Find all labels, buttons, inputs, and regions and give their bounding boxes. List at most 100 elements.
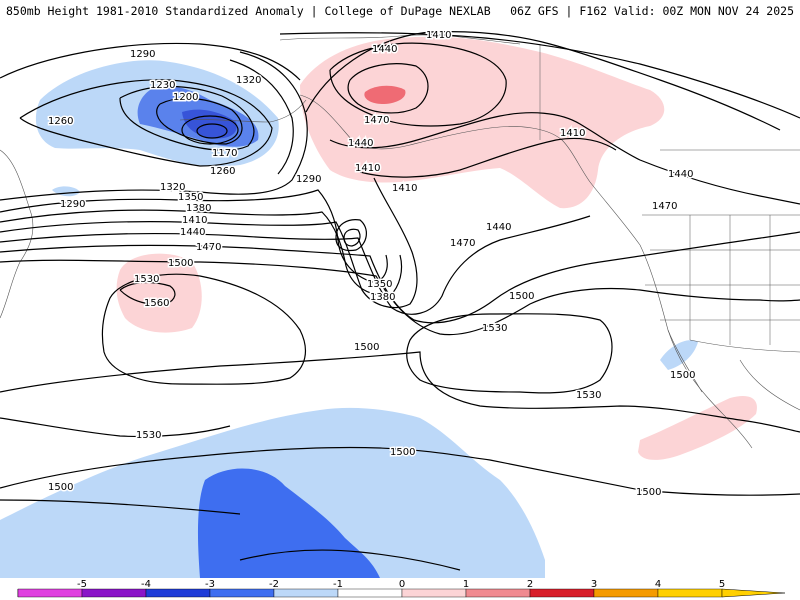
label-1260-west: 1260 xyxy=(48,116,73,127)
label-1440-mid: 1440 xyxy=(486,222,511,233)
label-1350-low: 1350 xyxy=(367,279,392,290)
label-1350-west: 1350 xyxy=(178,192,203,203)
label-1290-west: 1290 xyxy=(60,199,85,210)
asia-coastline xyxy=(0,149,34,319)
label-1500-center: 1500 xyxy=(354,342,379,353)
label-1290-east: 1290 xyxy=(296,174,321,185)
label-1380-west: 1380 xyxy=(186,203,211,214)
label-1320-south: 1320 xyxy=(160,182,185,193)
colorbar-ticks: -5 -4 -3 -2 -1 0 1 2 3 4 5 xyxy=(77,579,725,590)
colorbar-band xyxy=(465,588,531,598)
contour-1290-east xyxy=(229,59,294,175)
label-1170: 1170 xyxy=(212,148,237,159)
us-mexico-border xyxy=(689,339,800,353)
contour-1200 xyxy=(156,97,243,145)
contour-1290-nw xyxy=(0,42,301,81)
contour-labels: 1290 1230 1200 1260 1170 1260 1320 1290 … xyxy=(47,29,697,500)
mexico-coast xyxy=(739,359,800,411)
label-1320-north: 1320 xyxy=(236,75,261,86)
contour-1530-southwest xyxy=(0,417,231,438)
colorbar-tick-label: 1 xyxy=(463,579,469,590)
label-1440-ridge: 1440 xyxy=(372,44,397,55)
positive-anomaly-alaska-ridge xyxy=(300,36,665,209)
run-info: 06Z GFS | F162 Valid: 00Z MON NOV 24 202… xyxy=(510,4,794,18)
label-1470-ridge: 1470 xyxy=(364,115,389,126)
colorbar-tick-label: 2 xyxy=(527,579,533,590)
label-1470-mid: 1470 xyxy=(450,238,475,249)
contour-1470-ridge xyxy=(347,63,429,114)
label-1440-ridge-south: 1440 xyxy=(348,138,373,149)
contour-1410-ridge xyxy=(329,112,800,205)
colorbar-tick-label: -5 xyxy=(77,579,87,590)
label-1500-west: 1500 xyxy=(168,258,193,269)
label-1290-nw: 1290 xyxy=(130,49,155,60)
label-1470-west: 1470 xyxy=(196,242,221,253)
colorbar-band xyxy=(337,588,403,598)
baja-peninsula xyxy=(667,329,703,393)
positive-anomaly-mexico xyxy=(638,395,757,460)
colorbar-band xyxy=(273,588,339,598)
colorbar-tick-label: 3 xyxy=(591,579,597,590)
label-1500-southeast: 1500 xyxy=(636,487,661,498)
height-contours xyxy=(0,31,800,571)
label-1500-south: 1500 xyxy=(390,447,415,458)
contour-low-ring-inner xyxy=(343,228,361,247)
colorbar-tick-label: 0 xyxy=(399,579,405,590)
label-1440-west: 1440 xyxy=(180,227,205,238)
label-1530-southwest: 1530 xyxy=(136,430,161,441)
label-1230: 1230 xyxy=(150,80,175,91)
colorbar-band xyxy=(145,588,211,598)
negative-anomaly-baja xyxy=(660,340,698,370)
colorbar-tick-label: -1 xyxy=(333,579,343,590)
label-1410-ridge-south: 1410 xyxy=(355,163,380,174)
contour-1170 xyxy=(181,115,239,145)
colorbar-bands xyxy=(17,588,786,598)
contour-1440 xyxy=(0,215,591,315)
contour-1410-top xyxy=(279,32,800,119)
colorbar-tick-label: -2 xyxy=(269,579,279,590)
contour-1440-ridge-inner xyxy=(329,42,507,127)
contour-1440-ridge xyxy=(305,31,781,131)
label-1410-west: 1410 xyxy=(182,215,207,226)
contour-1410-coast xyxy=(359,137,617,178)
political-boundaries xyxy=(539,44,800,353)
colorbar-band xyxy=(593,588,659,598)
contour-1260-west xyxy=(19,79,273,167)
colorbar-tick-label: -4 xyxy=(141,579,151,590)
colorbar-tick-label: 4 xyxy=(655,579,661,590)
contour-1350 xyxy=(0,189,388,283)
label-1500-mexico: 1500 xyxy=(670,370,695,381)
contour-low-ring-outer xyxy=(335,219,367,252)
label-1410-top: 1410 xyxy=(426,30,451,41)
colorbar-max-extension xyxy=(721,588,786,598)
coastlines xyxy=(0,34,800,449)
colorbar-band xyxy=(657,588,723,598)
colorbar-band xyxy=(81,588,147,598)
label-1530-high: 1530 xyxy=(134,274,159,285)
negative-anomaly-small xyxy=(52,186,80,197)
contour-1500-upper xyxy=(0,259,800,336)
colorbar-band xyxy=(401,588,467,598)
contour-1560 xyxy=(119,281,176,306)
label-1380-low: 1380 xyxy=(370,292,395,303)
label-1530-east: 1530 xyxy=(576,390,601,401)
positive-anomaly-alaska-core xyxy=(364,85,406,104)
map-header: 850mb Height 1981-2010 Standardized Anom… xyxy=(0,0,800,22)
contour-1530-mid xyxy=(406,313,613,394)
label-1530-mid: 1530 xyxy=(482,323,507,334)
label-1200: 1200 xyxy=(173,92,198,103)
anomaly-map: 1290 1230 1200 1260 1170 1260 1320 1290 … xyxy=(0,29,800,578)
positive-anomaly-subtropical xyxy=(116,253,202,333)
label-1410-gulf: 1410 xyxy=(392,183,417,194)
label-1500-southwest: 1500 xyxy=(48,482,73,493)
contour-1470-south xyxy=(239,549,461,571)
map-title: 850mb Height 1981-2010 Standardized Anom… xyxy=(6,4,491,18)
label-1410-coast: 1410 xyxy=(560,128,585,139)
contour-1500-southwest xyxy=(0,499,241,515)
contour-1500-south xyxy=(0,446,800,496)
colorbar-band xyxy=(529,588,595,598)
contour-1530-high xyxy=(101,273,307,385)
label-1560: 1560 xyxy=(144,298,169,309)
aleutian-chain xyxy=(179,99,307,123)
positive-anomalies xyxy=(116,36,757,460)
